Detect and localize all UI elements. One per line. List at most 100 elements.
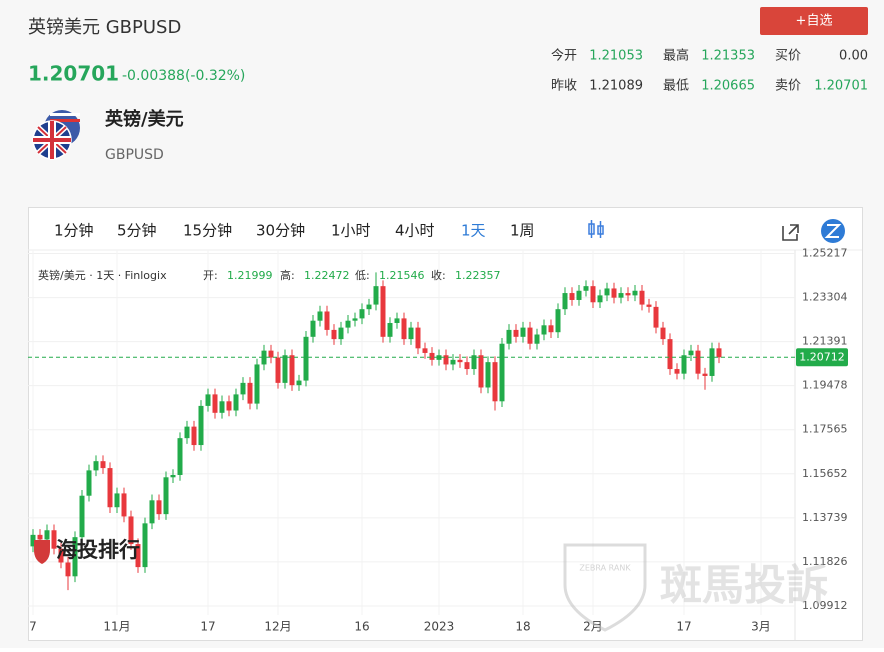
candle-body [513, 329, 519, 337]
candle-body [107, 468, 113, 508]
candle-body [198, 405, 204, 446]
candle-body [520, 327, 526, 337]
interval-button[interactable]: 15分钟 [183, 222, 232, 240]
candle-body [205, 394, 211, 406]
candle-body [58, 548, 64, 563]
price-change: -0.00388(-0.32%) [122, 68, 245, 84]
interval-button[interactable]: 4小时 [395, 222, 435, 240]
candle-body [149, 500, 155, 524]
stat-label: 卖价 [775, 79, 801, 94]
candle-body [415, 327, 421, 349]
x-tick-label: 16 [354, 620, 369, 634]
y-tick-label: 1.11826 [802, 555, 848, 568]
interval-button[interactable]: 5分钟 [117, 222, 157, 240]
candle-body [135, 544, 141, 568]
watch-button[interactable] [760, 7, 868, 35]
stat-label: 最低 [663, 79, 689, 94]
interval-button[interactable]: 30分钟 [256, 222, 305, 240]
candle-body [226, 401, 232, 411]
interval-button[interactable]: 1小时 [331, 222, 371, 240]
legend-field-value: 1.22357 [455, 269, 501, 282]
logo-glyph [824, 224, 842, 238]
toolbar: 1分钟 5分钟 15分钟 30分钟 1小时 4小时 1天 1周 [54, 222, 535, 240]
stat-value: 1.21089 [589, 79, 643, 94]
candle-body [240, 382, 246, 395]
candle-body [30, 534, 36, 547]
candle-body [457, 359, 463, 363]
instrument-name: 英镑/美元 [104, 108, 184, 130]
candle-body [436, 355, 442, 360]
candle-body [100, 461, 106, 469]
candle-body [212, 394, 218, 413]
candle-body [604, 288, 610, 296]
watermark-text: 斑馬投訴 [660, 561, 828, 610]
candle-body [121, 493, 127, 517]
candle-body [660, 327, 666, 340]
candle-body [163, 477, 169, 515]
chart-style-icon[interactable] [588, 220, 604, 238]
candle-body [317, 311, 323, 321]
legend-field-value: 1.21999 [227, 269, 273, 282]
interval-button[interactable]: 1天 [461, 222, 486, 240]
candle-body [191, 426, 197, 446]
candle-body [352, 318, 358, 321]
candle-body [72, 537, 78, 577]
candle-body [590, 286, 596, 303]
candle-body [618, 293, 624, 298]
candle-body [611, 288, 617, 298]
stat-label: 最高 [663, 48, 689, 64]
candle-body [471, 355, 477, 370]
candle-body [394, 318, 400, 323]
candle-body [450, 359, 456, 365]
stat-value: 1.20701 [814, 79, 868, 94]
candle-body [359, 309, 365, 319]
candle-body [688, 350, 694, 356]
candle-body [296, 380, 302, 386]
candle-body [324, 311, 330, 330]
candle-body [86, 470, 92, 496]
candle-body [625, 293, 631, 296]
candle-body [310, 320, 316, 337]
stat-value: 1.21353 [701, 49, 755, 64]
x-tick-label: 12月 [264, 620, 291, 634]
candle-body [485, 362, 491, 388]
watch-button-label[interactable]: +自选 [796, 14, 833, 29]
price: 1.20701 [28, 62, 119, 86]
candle-body [282, 355, 288, 383]
last-price-tag [796, 348, 848, 367]
candle-body [569, 293, 575, 300]
candle-body [681, 355, 687, 374]
interval-button[interactable]: 1分钟 [54, 222, 94, 240]
candle-body [79, 495, 85, 538]
x-tick-label: 2月 [583, 620, 603, 634]
candle-body [548, 325, 554, 333]
interval-button[interactable]: 1周 [510, 222, 535, 240]
candle-body [51, 530, 57, 549]
candle-body [275, 357, 281, 383]
candle-body [114, 493, 120, 508]
candle-body [674, 369, 680, 374]
plot: 1.09912 1.11826 1.13739 1.15652 1.17565 1.194… [28, 247, 848, 640]
candle-body [443, 355, 449, 365]
candle-body [268, 350, 274, 358]
legend-field-label: 低: [355, 269, 370, 282]
popout-icon[interactable] [782, 224, 799, 241]
watermark-left: 海投排行 [34, 538, 140, 564]
y-tick-label: 1.15652 [802, 467, 848, 480]
chart-frame [28, 207, 863, 641]
x-tick-label: 11月 [103, 620, 130, 634]
candle-body [338, 327, 344, 340]
candle-body [170, 474, 176, 478]
candle-body [156, 500, 162, 515]
watermark-text: 海投排行 [56, 538, 140, 562]
watermark-right: ZEBRA RANK 斑馬投訴 [563, 543, 828, 632]
candle-body [247, 382, 253, 404]
stat-value: 0.00 [839, 49, 868, 64]
candle-body [478, 355, 484, 388]
legend-field-label: 收: [431, 268, 446, 282]
candle-body [555, 309, 561, 333]
candle-body [632, 290, 638, 296]
y-tick-label: 1.09912 [802, 599, 848, 612]
candle-body [387, 323, 393, 337]
